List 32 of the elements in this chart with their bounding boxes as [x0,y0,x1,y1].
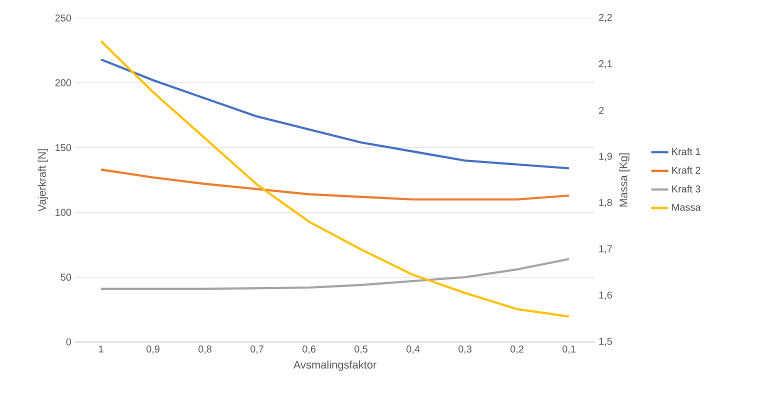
y-axis-title: Vajerkraft [N] [38,149,48,212]
legend-label: Massa [672,204,701,211]
y2-tick-label: 2,2 [599,14,612,22]
y2-tick-label: 1,6 [599,292,612,300]
y2-axis-title: Massa [Kg] [619,153,630,206]
y2-tick-label: 1,8 [599,199,612,208]
legend-label: Kraft 3 [672,185,700,192]
x-tick-label: 0,4 [406,346,420,354]
y-tick-label: 250 [55,14,72,22]
x-tick-label: 0,8 [198,346,212,354]
legend-label: Kraft 1 [672,148,700,156]
y2-tick-label: 2,1 [599,60,612,68]
y-tick-label: 100 [56,208,72,216]
y-tick-label: 50 [60,274,72,281]
y-tick-label: 0 [66,338,72,346]
x-tick-label: 0,2 [510,346,524,354]
x-tick-label: 0,9 [146,346,160,354]
x-tick-label: 0,3 [458,346,472,354]
y2-tick-label: 1,5 [599,338,612,346]
y2-tick-label: 2 [599,107,604,114]
x-tick-label: 0,6 [302,346,316,354]
y-tick-label: 200 [55,79,72,86]
x-tick-label: 1 [98,346,104,352]
x-axis-title: Avsmalingsfaktor [293,360,376,371]
y2-tick-label: 1,9 [599,152,612,161]
y-tick-label: 150 [56,144,72,152]
legend-label: Kraft 2 [672,166,700,174]
x-tick-label: 0,5 [354,346,368,354]
x-tick-label: 0,7 [250,346,264,354]
x-tick-label: 0,1 [562,346,576,354]
line-series [100,40,570,318]
y2-tick-label: 1,7 [599,245,612,254]
